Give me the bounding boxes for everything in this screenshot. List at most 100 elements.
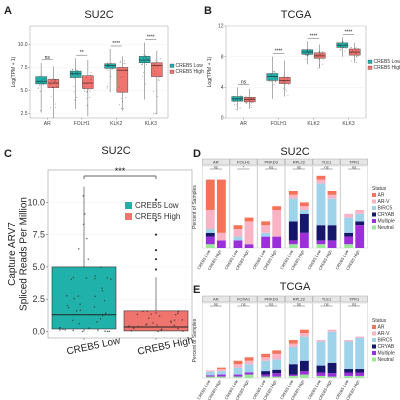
bar-creb5-high bbox=[244, 217, 254, 248]
data-point bbox=[354, 59, 356, 61]
plot-area: 2.5 5.0 7.5 10.0 Log(TPM + 1) AR ns FOLH1 ** KLK2… bbox=[11, 25, 169, 127]
data-point bbox=[58, 327, 61, 329]
data-point bbox=[155, 312, 157, 314]
bar-segment bbox=[288, 346, 298, 365]
bar-segment bbox=[233, 364, 243, 368]
bar-segment bbox=[327, 373, 337, 377]
data-point bbox=[355, 53, 357, 55]
data-point bbox=[86, 104, 88, 106]
box bbox=[47, 79, 60, 88]
data-point bbox=[109, 63, 111, 65]
data-point bbox=[316, 55, 318, 57]
bar-segment bbox=[261, 360, 271, 372]
y-tick-label: 0.0 bbox=[32, 327, 45, 337]
bar-segment bbox=[216, 369, 226, 372]
bar-creb5-low bbox=[344, 340, 354, 378]
data-point bbox=[352, 50, 354, 52]
data-point bbox=[240, 95, 242, 97]
legend-label: CREB5 High bbox=[176, 69, 205, 75]
bar-segment bbox=[299, 329, 309, 334]
bar-creb5-low bbox=[316, 175, 326, 248]
box bbox=[116, 67, 129, 93]
data-point bbox=[238, 98, 240, 100]
data-point bbox=[123, 63, 125, 65]
facet-label: FOLH1 bbox=[237, 159, 251, 164]
significance-label: *** bbox=[115, 166, 126, 176]
bar-segment bbox=[216, 367, 226, 370]
data-point bbox=[96, 321, 98, 323]
data-point bbox=[81, 330, 84, 333]
panel-letter: C bbox=[4, 148, 12, 160]
data-point bbox=[55, 103, 57, 105]
data-point bbox=[173, 319, 176, 321]
data-point bbox=[245, 102, 247, 104]
data-point bbox=[39, 83, 41, 85]
data-point bbox=[339, 45, 341, 47]
data-point bbox=[236, 99, 238, 101]
data-point bbox=[110, 75, 112, 77]
data-point bbox=[156, 324, 158, 326]
data-point bbox=[119, 60, 121, 62]
data-point bbox=[356, 61, 358, 63]
bar-creb5-high bbox=[299, 202, 309, 248]
bar-segment bbox=[216, 240, 226, 248]
data-point bbox=[284, 81, 286, 83]
data-point bbox=[121, 107, 122, 109]
bar-creb5-low bbox=[288, 191, 298, 248]
data-point bbox=[246, 101, 248, 103]
data-point bbox=[128, 325, 130, 327]
data-point bbox=[152, 67, 154, 69]
data-point bbox=[94, 295, 97, 298]
panel-title: TCGA bbox=[280, 281, 311, 293]
data-point bbox=[119, 62, 121, 64]
data-point bbox=[252, 102, 254, 103]
data-point bbox=[70, 278, 73, 281]
data-point bbox=[274, 72, 276, 74]
data-point bbox=[233, 95, 235, 97]
data-point bbox=[143, 54, 145, 56]
data-point bbox=[90, 88, 92, 90]
data-point bbox=[318, 58, 320, 60]
box-creb5-high bbox=[116, 56, 129, 111]
data-point bbox=[236, 104, 238, 106]
data-point bbox=[101, 290, 104, 292]
data-point bbox=[59, 329, 61, 331]
bar-segment bbox=[327, 191, 337, 195]
bar-segment bbox=[205, 370, 215, 372]
panel-letter: A bbox=[4, 5, 12, 17]
bar-segment bbox=[288, 374, 298, 376]
bar-segment bbox=[327, 194, 337, 199]
bar-segment bbox=[355, 213, 365, 222]
data-point bbox=[55, 85, 57, 87]
data-point bbox=[271, 75, 273, 77]
legend-swatch bbox=[372, 325, 376, 329]
data-point bbox=[155, 59, 156, 61]
data-point bbox=[316, 54, 318, 56]
legend-label: Multiple bbox=[378, 218, 395, 224]
data-point bbox=[318, 64, 320, 66]
data-point bbox=[245, 95, 247, 97]
facet-label: TLE1 bbox=[322, 159, 332, 164]
box bbox=[151, 62, 163, 77]
box bbox=[104, 63, 116, 69]
facet-label: PRKD3 bbox=[264, 159, 278, 164]
data-point bbox=[90, 72, 92, 73]
data-point bbox=[76, 73, 78, 75]
data-point bbox=[355, 52, 357, 54]
data-point bbox=[152, 322, 154, 324]
y-axis-label: Log(TPM + 1) bbox=[11, 56, 17, 87]
bar-segment bbox=[344, 232, 354, 237]
bar-segment bbox=[355, 336, 365, 338]
bar-segment bbox=[316, 341, 326, 366]
data-point bbox=[177, 327, 179, 330]
bar-segment bbox=[344, 236, 354, 245]
data-point bbox=[233, 100, 234, 102]
data-point bbox=[274, 76, 276, 78]
data-point bbox=[75, 310, 78, 312]
data-point bbox=[356, 56, 358, 58]
data-point bbox=[321, 53, 323, 55]
